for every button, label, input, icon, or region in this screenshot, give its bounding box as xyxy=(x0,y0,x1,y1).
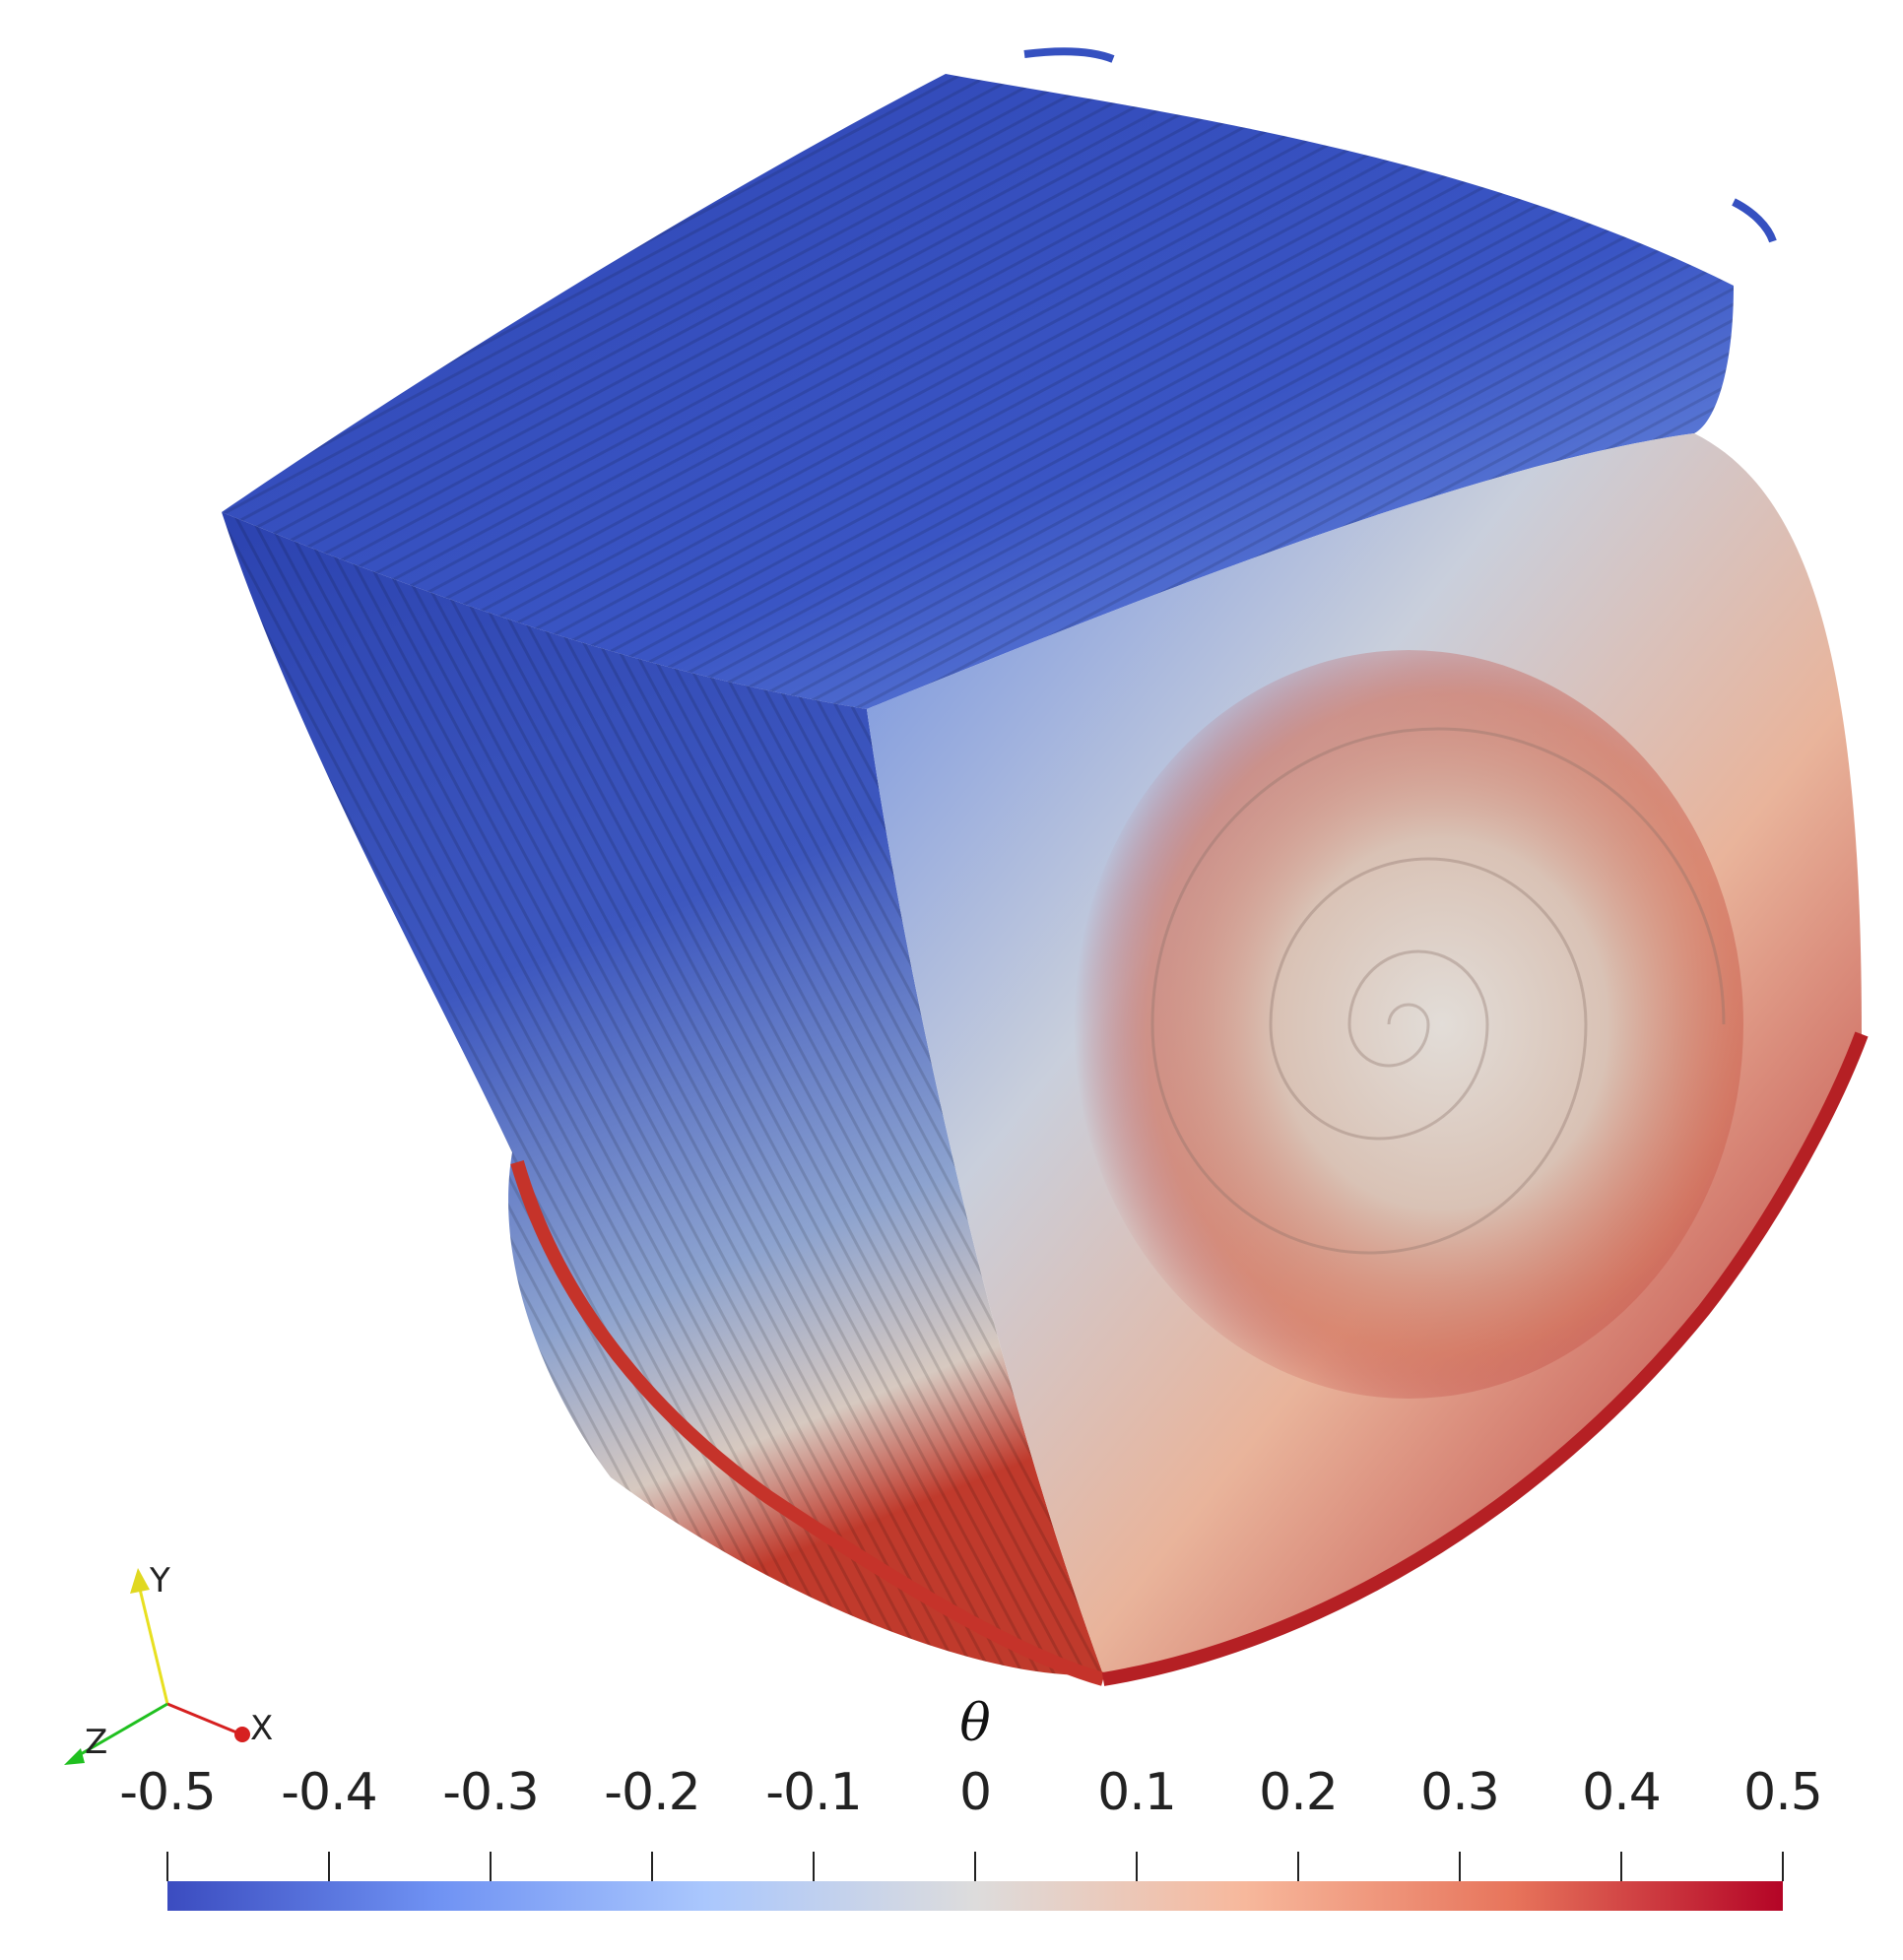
colorbar-tick-label: 0.4 xyxy=(1582,1763,1662,1822)
colorbar-tick-label: 0 xyxy=(958,1763,992,1822)
colorbar-tick-label: -0.5 xyxy=(119,1763,216,1822)
colorbar-tick-mark xyxy=(328,1852,330,1881)
x-axis-arrow xyxy=(234,1727,250,1742)
colorbar-tick-mark xyxy=(974,1852,976,1881)
colorbar-gradient xyxy=(167,1881,1783,1911)
z-axis-label: Z xyxy=(85,1723,107,1762)
colorbar-tick-mark xyxy=(1620,1852,1622,1881)
colorbar-tick-mark xyxy=(1459,1852,1461,1881)
colorbar-tick-label: -0.1 xyxy=(765,1763,862,1822)
colorbar-tick-mark xyxy=(1297,1852,1299,1881)
colorbar-legend: θ -0.5 -0.4 -0.3 -0.2 -0.1 0 0.1 0.2 0.3 0.4 0.5 xyxy=(119,1694,1823,1950)
colorbar-tick-mark xyxy=(490,1852,492,1881)
y-axis-label: Y xyxy=(149,1561,170,1601)
x-axis-label: X xyxy=(250,1709,273,1748)
colorbar-tick-label: -0.2 xyxy=(604,1763,700,1822)
colorbar-tick-labels: -0.5 -0.4 -0.3 -0.2 -0.1 0 0.1 0.2 0.3 0.4 0.5 xyxy=(119,1763,1823,1832)
colorbar-tick-label: 0.5 xyxy=(1743,1763,1823,1822)
colorbar-tick-mark xyxy=(813,1852,815,1881)
colorbar-tick-label: 0.3 xyxy=(1420,1763,1500,1822)
colorbar-tick-label: 0.1 xyxy=(1097,1763,1177,1822)
y-axis-arrow xyxy=(130,1568,150,1594)
x-axis-line xyxy=(166,1702,247,1738)
y-axis-line xyxy=(136,1580,169,1705)
colorbar-tick-label: -0.4 xyxy=(281,1763,377,1822)
colorbar-tick-mark xyxy=(166,1852,168,1881)
colorbar-tick-mark xyxy=(651,1852,653,1881)
colorbar-title: θ xyxy=(959,1694,991,1753)
colorbar-tick-label: -0.3 xyxy=(442,1763,539,1822)
swirl-vortex xyxy=(1150,727,1726,1255)
orientation-axes-widget: Y X Z xyxy=(64,1561,273,1765)
colorbar-tick-mark xyxy=(1136,1852,1138,1881)
colorbar-tick-label: 0.2 xyxy=(1259,1763,1339,1822)
colorbar-tick-mark xyxy=(1782,1852,1784,1881)
z-axis-arrow xyxy=(64,1748,85,1765)
z-axis-line xyxy=(73,1702,168,1760)
